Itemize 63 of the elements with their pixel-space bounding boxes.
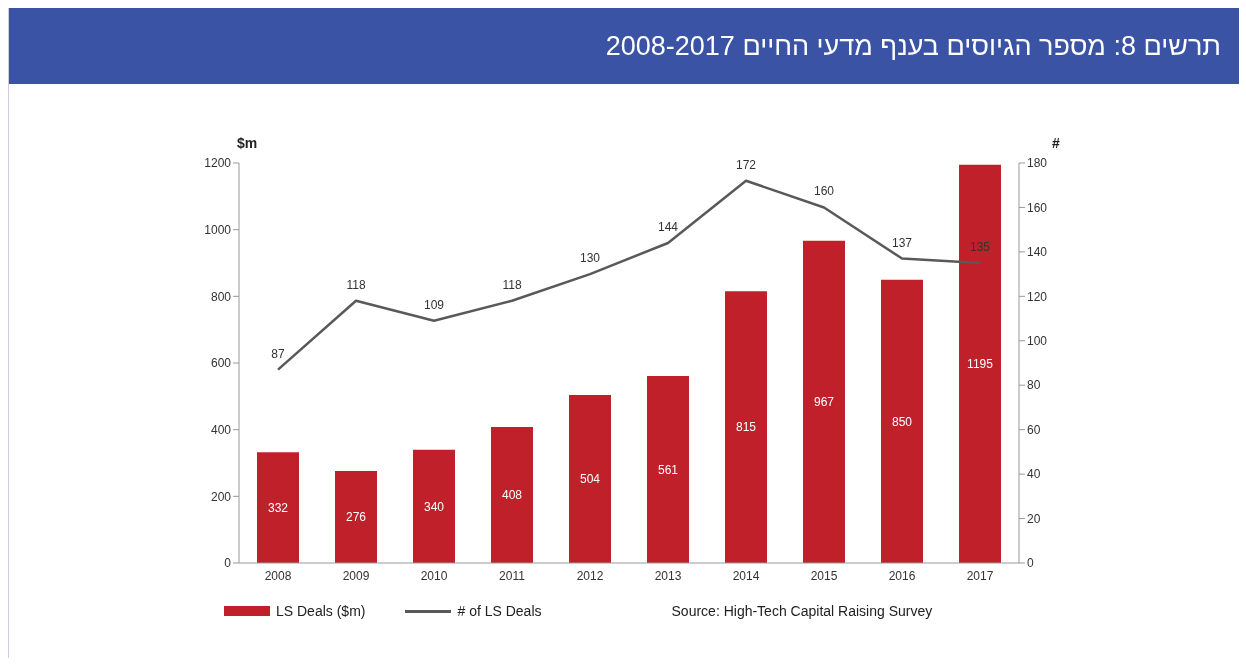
data-label: 172 (735, 157, 757, 172)
y2-tick-label: 180 (1027, 156, 1048, 171)
x-tick-label: 2014 (732, 568, 760, 583)
y-tick-label: 1200 (204, 156, 232, 171)
legend-label: LS Deals ($m) (276, 603, 366, 619)
bar (803, 240, 845, 563)
data-label: 160 (813, 184, 835, 199)
y-tick-label: 1000 (204, 222, 232, 237)
data-label: 561 (657, 462, 679, 477)
bar (881, 279, 923, 563)
data-label: 408 (501, 488, 523, 503)
y-axis-title: $m (237, 135, 258, 151)
data-label: 137 (891, 235, 913, 250)
data-label: 850 (891, 414, 913, 429)
y-tick-label: 400 (210, 422, 232, 437)
y2-tick-label: 40 (1027, 467, 1041, 482)
data-label: 135 (969, 240, 991, 254)
bar (257, 452, 299, 563)
bar (335, 471, 377, 563)
y2-tick-label: 140 (1027, 245, 1048, 260)
y-tick-label: 600 (210, 356, 232, 371)
y2-axis-title: # (1052, 135, 1060, 151)
y2-tick-label: 120 (1027, 289, 1048, 304)
data-label: 87 (271, 346, 285, 361)
data-label: 815 (735, 420, 757, 435)
source-note: Source: High-Tech Capital Raising Survey (671, 603, 933, 619)
x-tick-label: 2013 (654, 568, 682, 583)
y2-tick-label: 160 (1027, 200, 1048, 215)
x-tick-label: 2017 (966, 568, 994, 583)
data-label: 332 (267, 500, 289, 515)
x-tick-label: 2008 (264, 568, 292, 583)
x-tick-label: 2011 (499, 568, 526, 583)
data-label: 276 (345, 510, 367, 525)
data-label: 967 (813, 395, 835, 410)
x-tick-label: 2016 (888, 568, 916, 583)
y2-tick-label: 80 (1027, 378, 1041, 393)
bar (413, 449, 455, 563)
y-tick-label: 200 (210, 489, 232, 504)
data-label: 1195 (967, 357, 994, 372)
data-label: 118 (346, 277, 366, 292)
bar (647, 376, 689, 563)
bar (569, 395, 611, 563)
data-label: 130 (579, 251, 601, 266)
y2-tick-label: 20 (1027, 511, 1041, 526)
data-label: 340 (423, 499, 445, 514)
y2-tick-label: 100 (1027, 334, 1048, 349)
x-tick-label: 2015 (810, 568, 838, 583)
data-label: 504 (579, 472, 601, 487)
data-label: 118 (502, 277, 522, 292)
data-label: 144 (657, 220, 679, 234)
y2-tick-label: 60 (1027, 422, 1041, 437)
bar (959, 164, 1001, 563)
bar (491, 427, 533, 563)
x-tick-label: 2009 (342, 568, 370, 583)
y-tick-label: 0 (224, 556, 232, 571)
x-tick-label: 2012 (576, 568, 604, 583)
x-tick-label: 2010 (420, 568, 448, 583)
y-tick-label: 800 (210, 289, 232, 304)
bar (725, 291, 767, 563)
data-label: 109 (423, 297, 445, 312)
legend-label: # of LS Deals (457, 603, 542, 619)
y2-tick-label: 0 (1027, 556, 1034, 571)
chart-title: תרשים 8: מספר הגיוסים בענף מדעי החיים 2008-2017 (9, 8, 1239, 84)
